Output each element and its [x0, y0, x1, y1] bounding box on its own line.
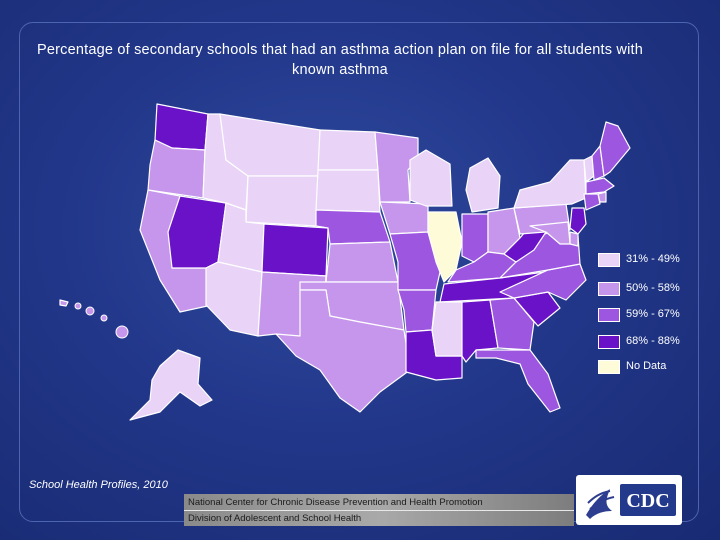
legend-label-4: 68% - 88%: [626, 335, 680, 347]
legend-swatch-5: [598, 360, 620, 374]
legend-swatch-1: [598, 253, 620, 267]
legend-label-5: No Data: [626, 360, 667, 372]
state-MT: [219, 113, 321, 177]
state-HI-island-2: [85, 306, 95, 316]
legend-item-1: 31% - 49%: [598, 252, 718, 268]
state-FL: [475, 349, 561, 413]
state-CT: [583, 193, 601, 211]
footer-divider: [184, 510, 574, 511]
state-MN: [374, 131, 419, 203]
state-WI: [409, 149, 453, 207]
legend-item-3: 59% - 67%: [598, 307, 718, 323]
legend-item-2: 50% - 58%: [598, 281, 718, 297]
state-AZ: [205, 261, 263, 337]
legend-item-5: No Data: [598, 359, 718, 375]
state-GA: [489, 297, 535, 351]
state-TX: [275, 289, 411, 413]
hawaii-islands: [74, 302, 129, 339]
state-MD: [529, 221, 571, 245]
legend-label-3: 59% - 67%: [626, 308, 680, 320]
state-HI-island-3: [100, 314, 108, 322]
state-IA: [379, 201, 429, 235]
state-HI: [59, 299, 69, 307]
state-MI: [465, 157, 501, 213]
cdc-logo-box: [620, 484, 676, 516]
state-ND: [317, 129, 379, 171]
state-KS: [325, 241, 399, 283]
state-IL: [427, 211, 463, 283]
footer-line-1: National Center for Chronic Disease Prev…: [188, 497, 483, 508]
legend-label-1: 31% - 49%: [626, 253, 680, 265]
legend-swatch-4: [598, 335, 620, 349]
state-MA: [585, 177, 615, 195]
state-CO: [261, 223, 329, 277]
source-note: School Health Profiles, 2010: [29, 479, 168, 491]
legend-swatch-3: [598, 308, 620, 322]
legend-item-4: 68% - 88%: [598, 334, 718, 350]
state-SD: [315, 169, 381, 213]
map-title: Percentage of secondary schools that had…: [36, 42, 643, 78]
footer-band: National Center for Chronic Disease Prev…: [184, 494, 574, 526]
state-NY: [513, 159, 587, 209]
state-HI-island-1: [74, 302, 82, 310]
state-DE: [569, 231, 579, 247]
state-ME: [599, 121, 631, 177]
legend-label-2: 50% - 58%: [626, 282, 680, 294]
state-MS: [431, 301, 463, 357]
state-HI-island-4: [115, 325, 129, 339]
footer-line-2: Division of Adolescent and School Health: [188, 513, 362, 524]
cdc-logo-text: CDC: [626, 490, 669, 512]
legend-swatch-2: [598, 282, 620, 296]
state-WY: [245, 175, 319, 227]
cdc-logo: CDC: [576, 475, 682, 525]
hhs-eagle-icon: CDC: [586, 484, 676, 519]
state-NV: [167, 195, 227, 269]
state-NJ: [569, 207, 587, 235]
state-AK: [129, 349, 213, 421]
